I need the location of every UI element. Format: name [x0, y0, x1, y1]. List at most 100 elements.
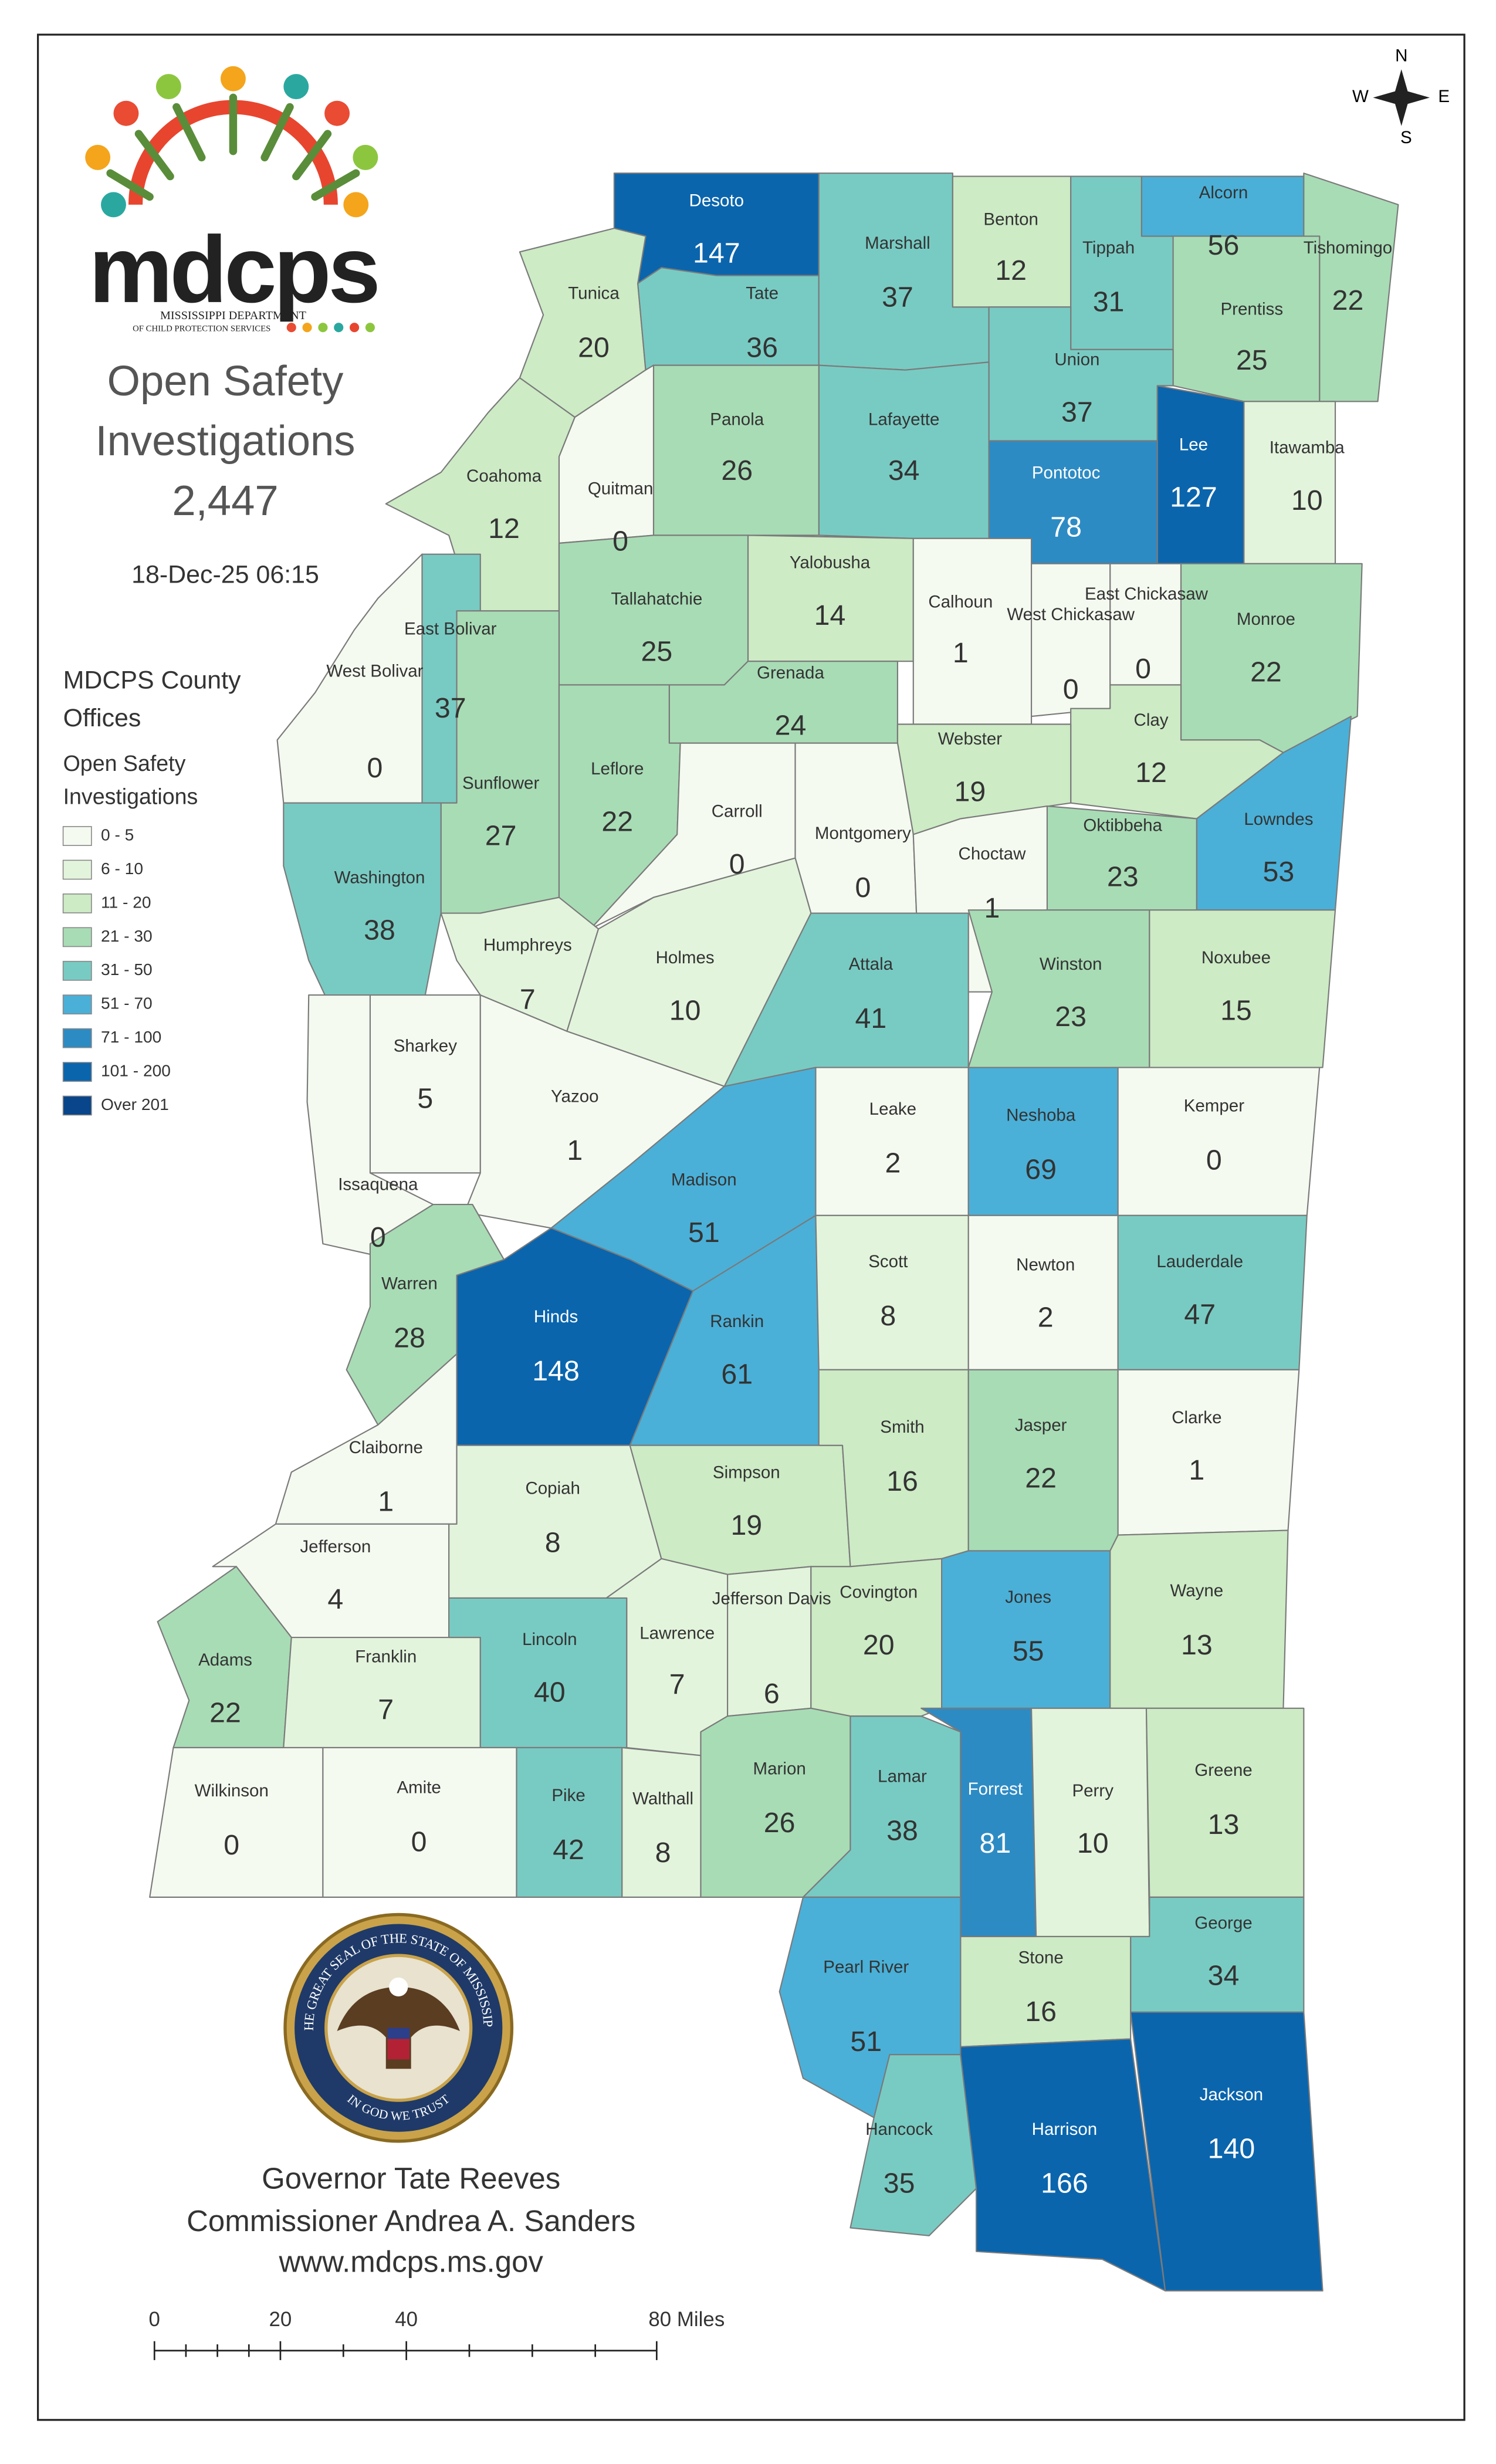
county: [967, 909, 1150, 1068]
county-value: 42: [553, 1834, 584, 1866]
county-name: Desoto: [689, 191, 744, 210]
logo-wordmark: mdcps: [89, 217, 377, 323]
county: [967, 1214, 1119, 1370]
county-name: Lawrence: [639, 1623, 715, 1643]
county-name: Monroe: [1237, 610, 1295, 629]
county-value: 147: [693, 238, 740, 269]
county-name: Lauderdale: [1156, 1252, 1243, 1271]
county-name: Coahoma: [466, 466, 542, 486]
county-value: 55: [1013, 1636, 1044, 1667]
county-value: 148: [532, 1355, 580, 1387]
county-value: 1: [953, 637, 969, 669]
county: [516, 1747, 623, 1898]
county-value: 2: [1038, 1302, 1054, 1333]
county-value: 0: [224, 1829, 239, 1861]
county-name: East Chickasaw: [1085, 584, 1209, 604]
legend-swatch: [62, 1062, 92, 1082]
county-value: 40: [534, 1676, 566, 1708]
county-name: Washington: [334, 868, 425, 887]
county-name: East Bolivar: [404, 619, 497, 638]
county: [1070, 684, 1284, 820]
county-value: 37: [882, 282, 913, 313]
legend: MDCPS County Offices Open Safety Investi…: [62, 666, 241, 1116]
county-name: Tallahatchie: [611, 589, 702, 608]
legend-label: 51 - 70: [101, 994, 153, 1013]
scale-bar: [153, 2341, 658, 2360]
county: [1117, 1214, 1308, 1370]
county-name: Holmes: [656, 948, 715, 967]
county-name: Hinds: [534, 1307, 578, 1326]
county-value: 8: [655, 1837, 671, 1869]
county: [1196, 716, 1352, 911]
logo: mdcps MISSISSIPPI DEPARTMENT OF CHILD PR…: [85, 66, 381, 333]
county-value: 5: [417, 1083, 433, 1115]
county-value: 1: [984, 892, 1000, 924]
county-value: 127: [1170, 482, 1217, 513]
compass-label: W: [1352, 87, 1369, 106]
county-value: 19: [955, 776, 986, 807]
county-name: Rankin: [710, 1312, 764, 1331]
county-value: 10: [669, 994, 701, 1026]
county-name: Scott: [868, 1252, 908, 1271]
county-name: Clarke: [1172, 1408, 1221, 1427]
county-value: 37: [435, 692, 466, 724]
legend-heading: Offices: [63, 704, 141, 732]
county-value: 166: [1041, 2168, 1088, 2199]
county-name: Newton: [1016, 1255, 1075, 1274]
county-value: 1: [1189, 1454, 1204, 1486]
legend-label: 21 - 30: [101, 926, 153, 945]
county-name: Lowndes: [1244, 810, 1313, 829]
footer-line: Governor Tate Reeves: [262, 2161, 560, 2195]
county-value: 81: [979, 1827, 1011, 1859]
county: [815, 1214, 969, 1370]
county-name: Marion: [753, 1759, 806, 1778]
county-name: Hancock: [865, 2120, 933, 2139]
county: [1030, 1707, 1150, 1938]
county: [1149, 909, 1336, 1068]
county-value: 25: [1236, 344, 1268, 376]
county-value: 26: [764, 1807, 796, 1839]
county-value: 53: [1263, 856, 1295, 888]
county-name: Panola: [710, 409, 764, 429]
county-name: Clay: [1134, 710, 1169, 730]
county-name: Claiborne: [349, 1438, 423, 1457]
county-value: 25: [641, 636, 672, 668]
county-value: 0: [370, 1221, 386, 1253]
county-name: Adams: [198, 1650, 252, 1670]
county-name: Pearl River: [823, 1957, 909, 1976]
county-name: Tate: [746, 284, 779, 303]
legend-label: 6 - 10: [101, 859, 143, 878]
county-name: Wilkinson: [195, 1781, 269, 1800]
county: [1117, 1067, 1321, 1216]
county-value: 23: [1055, 1001, 1087, 1033]
county-name: Tippah: [1082, 238, 1135, 258]
county-name: Harrison: [1032, 2120, 1098, 2139]
compass: N S E W: [1352, 46, 1450, 147]
county-value: 0: [729, 848, 745, 880]
county-name: Choctaw: [959, 844, 1027, 864]
county-name: Tishomingo: [1304, 238, 1392, 258]
county-name: Pike: [551, 1786, 585, 1805]
county: [621, 1747, 702, 1898]
county-name: Quitman: [588, 479, 654, 498]
scale-label: 20: [269, 2308, 292, 2331]
county-value: 0: [1206, 1144, 1222, 1176]
county-value: 27: [485, 820, 517, 851]
county-name: Union: [1054, 350, 1099, 369]
county-name: Jasper: [1015, 1416, 1067, 1435]
county-value: 0: [367, 752, 383, 784]
county-name: Carroll: [712, 802, 763, 821]
county-value: 14: [814, 600, 846, 631]
footer-line: www.mdcps.ms.gov: [278, 2245, 543, 2279]
county-value: 19: [730, 1509, 762, 1541]
county-value: 31: [1093, 286, 1125, 318]
county-value: 140: [1208, 2133, 1255, 2165]
county-name: Smith: [880, 1417, 924, 1437]
county-name: Calhoun: [928, 593, 993, 612]
county-name: Madison: [671, 1170, 737, 1190]
county-value: 16: [886, 1465, 918, 1497]
county-name: Greene: [1194, 1761, 1252, 1780]
county-value: 7: [669, 1668, 685, 1700]
legend-swatch: [62, 927, 92, 947]
county-value: 15: [1220, 994, 1252, 1026]
